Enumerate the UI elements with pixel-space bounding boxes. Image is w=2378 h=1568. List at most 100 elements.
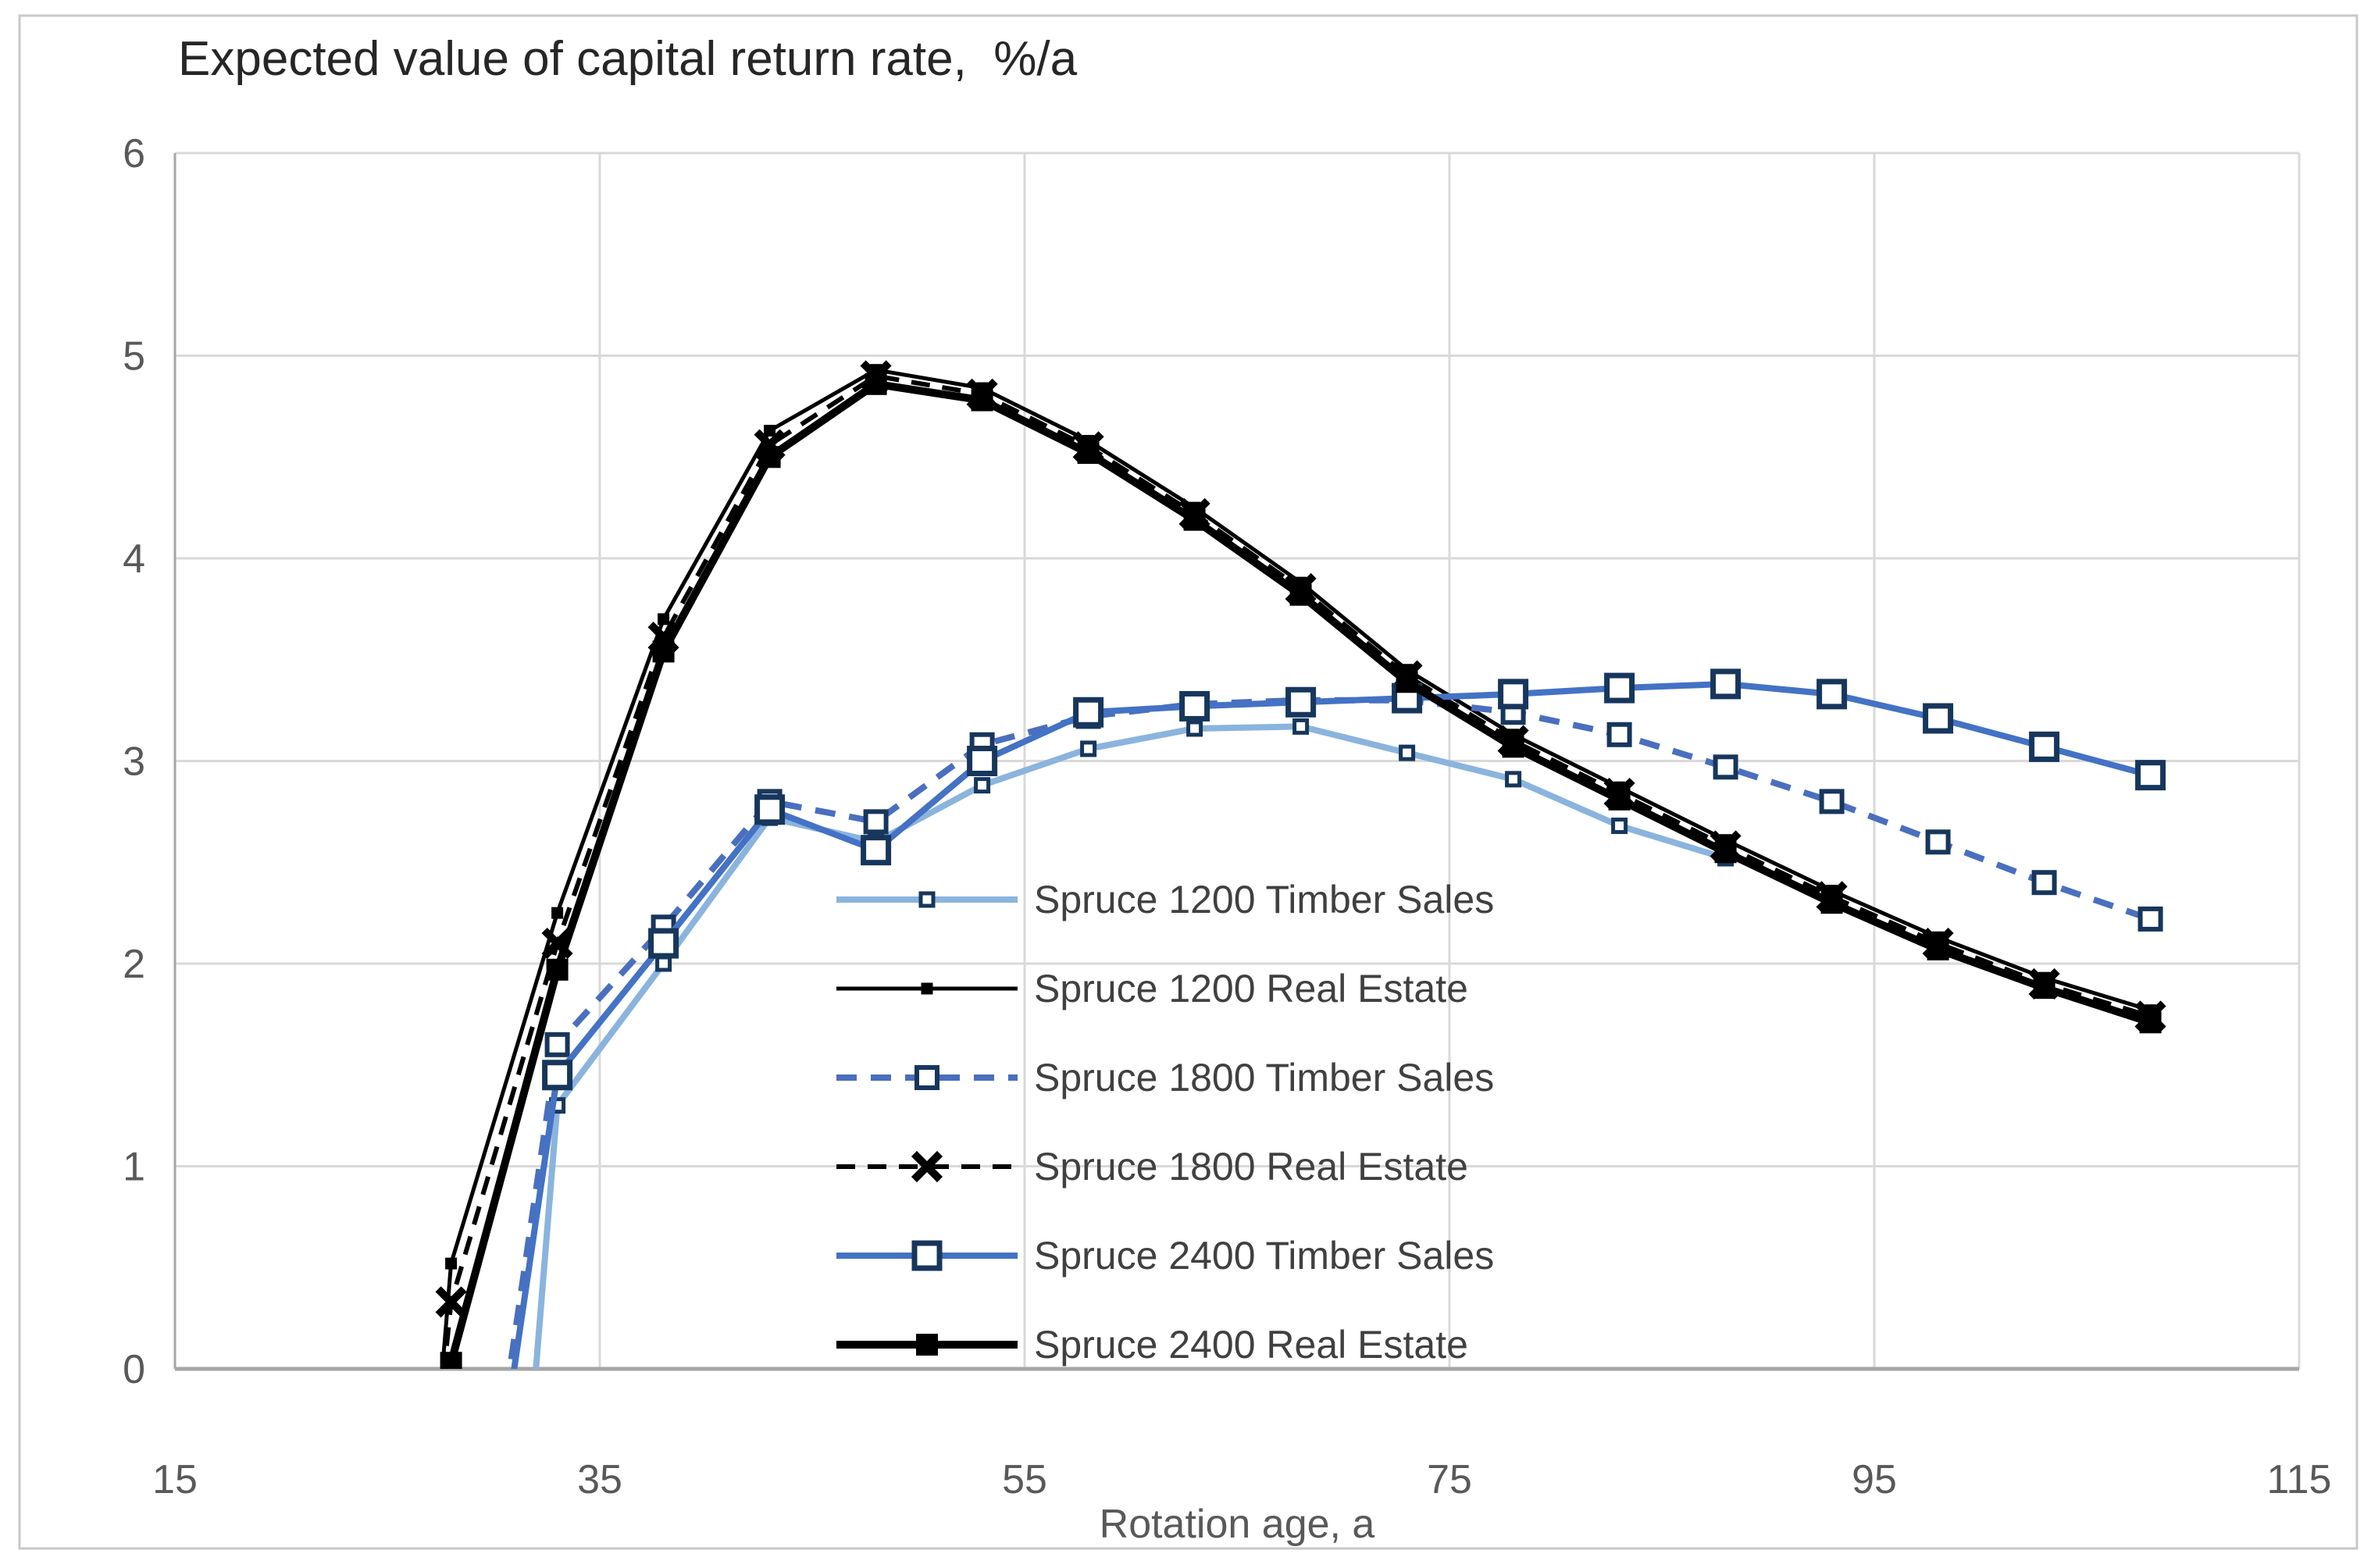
- marker-spruce-2400-real-estate: [1289, 583, 1312, 606]
- marker-spruce-2400-real-estate: [758, 446, 781, 469]
- series-line-spruce-2400-real-estate: [446, 380, 2152, 1369]
- marker-spruce-1200-real-estate: [445, 1257, 458, 1270]
- marker-spruce-1800-real-estate: [435, 1286, 467, 1318]
- marker-spruce-1200-timber-sales: [655, 955, 672, 972]
- marker-spruce-1800-timber-sales: [914, 1065, 939, 1090]
- marker-spruce-1200-timber-sales: [974, 777, 991, 794]
- marker-spruce-2400-timber-sales: [911, 1240, 943, 1271]
- y-tick-label-6: 6: [123, 131, 145, 176]
- marker-spruce-1800-timber-sales: [1606, 722, 1632, 747]
- legend-item-spruce-2400-real-estate: Spruce 2400 Real Estate: [836, 1323, 1468, 1367]
- marker-spruce-1200-real-estate: [921, 982, 933, 995]
- legend-item-spruce-2400-timber-sales: Spruce 2400 Timber Sales: [836, 1234, 1494, 1278]
- marker-spruce-2400-timber-sales: [2135, 760, 2166, 791]
- marker-spruce-2400-real-estate: [440, 1352, 462, 1369]
- marker-spruce-1800-timber-sales: [1819, 789, 1845, 814]
- marker-spruce-2400-real-estate: [1183, 508, 1206, 531]
- marker-spruce-2400-timber-sales: [1604, 672, 1635, 704]
- y-tick-label-4: 4: [123, 536, 145, 582]
- marker-spruce-1800-timber-sales: [863, 809, 889, 835]
- x-axis-title: Rotation age, a: [1099, 1502, 1375, 1547]
- marker-spruce-2400-timber-sales: [754, 794, 786, 825]
- marker-spruce-2400-timber-sales: [1285, 686, 1317, 718]
- marker-spruce-1800-real-estate: [911, 1150, 943, 1183]
- marker-spruce-2400-timber-sales: [542, 1060, 573, 1091]
- marker-spruce-2400-timber-sales: [967, 746, 998, 776]
- marker-spruce-2400-timber-sales: [2029, 731, 2060, 762]
- marker-spruce-2400-real-estate: [971, 389, 993, 412]
- marker-spruce-1200-timber-sales: [1399, 744, 1416, 761]
- marker-spruce-1200-timber-sales: [918, 891, 936, 908]
- series-line-spruce-1800-real-estate: [441, 373, 2152, 1369]
- marker-spruce-2400-timber-sales: [1498, 679, 1529, 710]
- legend-item-spruce-1200-timber-sales: Spruce 1200 Timber Sales: [836, 878, 1494, 921]
- legend-label-spruce-1800-timber-sales: Spruce 1800 Timber Sales: [1034, 1056, 1494, 1099]
- marker-spruce-1200-timber-sales: [1080, 740, 1097, 757]
- marker-spruce-2400-real-estate: [1608, 788, 1631, 811]
- marker-spruce-1200-real-estate: [551, 907, 564, 919]
- legend-item-spruce-1800-real-estate: Spruce 1800 Real Estate: [836, 1145, 1468, 1188]
- x-tick-label-95: 95: [1852, 1457, 1897, 1502]
- y-tick-label-3: 3: [123, 739, 145, 785]
- marker-spruce-2400-timber-sales: [861, 835, 892, 866]
- marker-spruce-2400-real-estate: [916, 1334, 938, 1356]
- x-tick-label-15: 15: [152, 1457, 198, 1502]
- legend-item-spruce-1800-timber-sales: Spruce 1800 Timber Sales: [836, 1056, 1494, 1099]
- series-line-spruce-1800-timber-sales: [506, 697, 2152, 1369]
- series-spruce-2400-timber-sales: [511, 668, 2166, 1369]
- marker-spruce-1200-timber-sales: [1505, 771, 1522, 788]
- x-tick-label-115: 115: [2267, 1457, 2332, 1502]
- marker-spruce-1800-timber-sales: [2137, 906, 2163, 932]
- marker-spruce-1200-timber-sales: [1611, 818, 1628, 835]
- marker-spruce-2400-real-estate: [2139, 1011, 2162, 1034]
- marker-spruce-2400-real-estate: [1396, 671, 1418, 693]
- marker-spruce-2400-timber-sales: [1073, 697, 1104, 728]
- y-tick-label-0: 0: [123, 1347, 145, 1392]
- tick-labels: 0 1 2 3 4 5 6 15 35 55 75 95 115: [123, 131, 2331, 1502]
- marker-spruce-1200-real-estate: [658, 613, 670, 625]
- marker-spruce-2400-real-estate: [865, 372, 887, 395]
- marker-spruce-2400-timber-sales: [648, 928, 679, 959]
- plot-area: [435, 360, 2166, 1369]
- marker-spruce-2400-real-estate: [1714, 841, 1737, 864]
- marker-spruce-2400-real-estate: [1077, 442, 1100, 465]
- legend-label-spruce-2400-real-estate: Spruce 2400 Real Estate: [1034, 1323, 1468, 1367]
- y-tick-label-1: 1: [123, 1145, 145, 1190]
- marker-spruce-2400-timber-sales: [1923, 703, 1954, 734]
- marker-spruce-1800-timber-sales: [1713, 754, 1738, 780]
- marker-spruce-2400-real-estate: [1502, 736, 1524, 758]
- marker-spruce-1200-real-estate: [764, 425, 776, 437]
- marker-spruce-2400-real-estate: [652, 640, 675, 663]
- legend-item-spruce-1200-real-estate: Spruce 1200 Real Estate: [836, 967, 1468, 1010]
- marker-spruce-2400-real-estate: [2033, 977, 2055, 1000]
- marker-spruce-2400-real-estate: [546, 958, 569, 981]
- legend-label-spruce-2400-timber-sales: Spruce 2400 Timber Sales: [1034, 1234, 1494, 1278]
- marker-spruce-1800-timber-sales: [2031, 870, 2057, 896]
- y-tick-label-5: 5: [123, 334, 145, 380]
- marker-spruce-2400-timber-sales: [1179, 690, 1210, 722]
- marker-spruce-1800-timber-sales: [1925, 829, 1951, 855]
- x-tick-label-55: 55: [1002, 1457, 1047, 1502]
- x-tick-label-75: 75: [1427, 1457, 1472, 1502]
- legend-label-spruce-1200-real-estate: Spruce 1200 Real Estate: [1034, 967, 1468, 1010]
- legend-label-spruce-1800-real-estate: Spruce 1800 Real Estate: [1034, 1145, 1468, 1188]
- legend-label-spruce-1200-timber-sales: Spruce 1200 Timber Sales: [1034, 878, 1494, 921]
- chart-title: Expected value of capital return rate, %…: [178, 32, 1078, 86]
- marker-spruce-1200-timber-sales: [1292, 718, 1310, 735]
- series-spruce-2400-real-estate: [440, 372, 2162, 1369]
- marker-spruce-1800-timber-sales: [544, 1032, 570, 1057]
- series-spruce-1800-timber-sales: [506, 687, 2163, 1369]
- marker-spruce-2400-real-estate: [1820, 892, 1843, 914]
- marker-spruce-2400-real-estate: [1927, 938, 1949, 960]
- chart-border: [18, 14, 2358, 1550]
- y-tick-label-2: 2: [123, 942, 145, 987]
- marker-spruce-2400-timber-sales: [1710, 668, 1742, 700]
- x-tick-label-35: 35: [577, 1457, 622, 1502]
- series-line-spruce-2400-timber-sales: [511, 680, 2152, 1369]
- gridlines: [175, 151, 2301, 1369]
- legend: Spruce 1200 Timber Sales Spruce 1200 Real…: [836, 878, 1494, 1367]
- marker-spruce-1200-timber-sales: [1186, 720, 1203, 737]
- series-line-spruce-1200-real-estate: [440, 368, 2152, 1369]
